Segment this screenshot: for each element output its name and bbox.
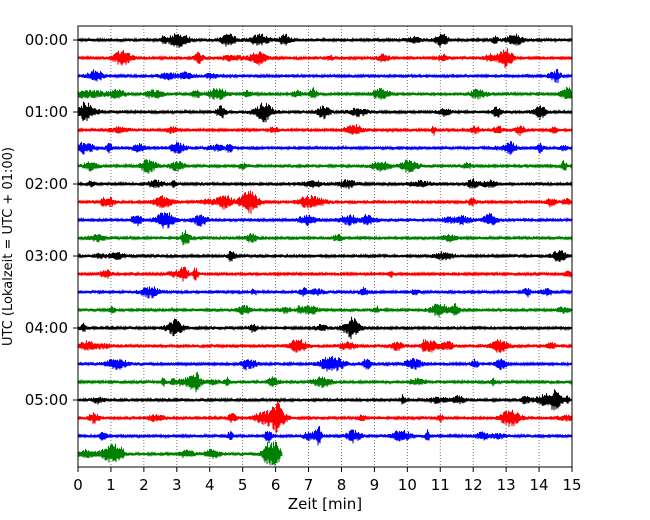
x-tick-label: 14: [530, 476, 549, 494]
x-axis-ticks: 0 1 2 3 4 5 6 7 8 9 10 11 12 13 14 15: [73, 467, 582, 494]
trace-row: [77, 266, 573, 282]
plot-frame: [77, 25, 573, 468]
trace-row: [77, 250, 573, 263]
y-tick-label: 01:00: [25, 103, 68, 121]
x-tick-label: 15: [562, 476, 581, 494]
trace-row: [77, 141, 573, 155]
trace-row: [77, 286, 573, 299]
trace-row: [77, 339, 573, 353]
trace-row: [77, 425, 573, 446]
x-tick-label: 2: [139, 476, 149, 494]
trace-row: [77, 303, 573, 318]
trace-row: [77, 86, 573, 100]
trace-row: [77, 48, 573, 68]
y-axis-ticks: 00:00 01:00 02:00 03:00 04:00 05:00: [25, 31, 78, 409]
x-tick-label: 4: [205, 476, 215, 494]
x-tick-label: 7: [304, 476, 314, 494]
x-tick-label: 3: [172, 476, 182, 494]
x-tick-label: 0: [73, 476, 83, 494]
trace-row: [77, 372, 573, 393]
x-tick-label: 1: [106, 476, 116, 494]
trace-row: [77, 190, 573, 214]
x-tick-label: 6: [271, 476, 281, 494]
x-axis-label: Zeit [min]: [288, 495, 362, 513]
y-tick-label: 04:00: [25, 319, 68, 337]
x-tick-label: 9: [370, 476, 380, 494]
trace-row: [77, 401, 573, 434]
y-tick-label: 03:00: [25, 247, 68, 265]
y-tick-label: 05:00: [25, 391, 68, 409]
y-tick-label: 02:00: [25, 175, 68, 193]
x-tick-label: 5: [238, 476, 248, 494]
seismic-traces: [77, 33, 573, 466]
trace-row: [77, 212, 573, 229]
trace-row: [77, 123, 573, 137]
y-tick-label: 00:00: [25, 31, 68, 49]
y-axis-label: UTC (Lokalzeit = UTC + 01:00): [1, 147, 16, 346]
trace-row: [77, 159, 573, 174]
trace-row: [77, 178, 573, 190]
trace-row: [77, 101, 573, 123]
trace-row: [77, 389, 573, 411]
x-tick-label: 8: [337, 476, 347, 494]
trace-row: [77, 356, 573, 372]
trace-row: [77, 316, 573, 340]
x-tick-label: 12: [464, 476, 483, 494]
trace-row: [77, 441, 283, 466]
trace-row: [77, 229, 573, 246]
x-tick-label: 13: [497, 476, 516, 494]
x-tick-label: 11: [431, 476, 450, 494]
trace-row: [77, 68, 573, 84]
trace-row: [77, 33, 573, 49]
x-tick-label: 10: [398, 476, 417, 494]
